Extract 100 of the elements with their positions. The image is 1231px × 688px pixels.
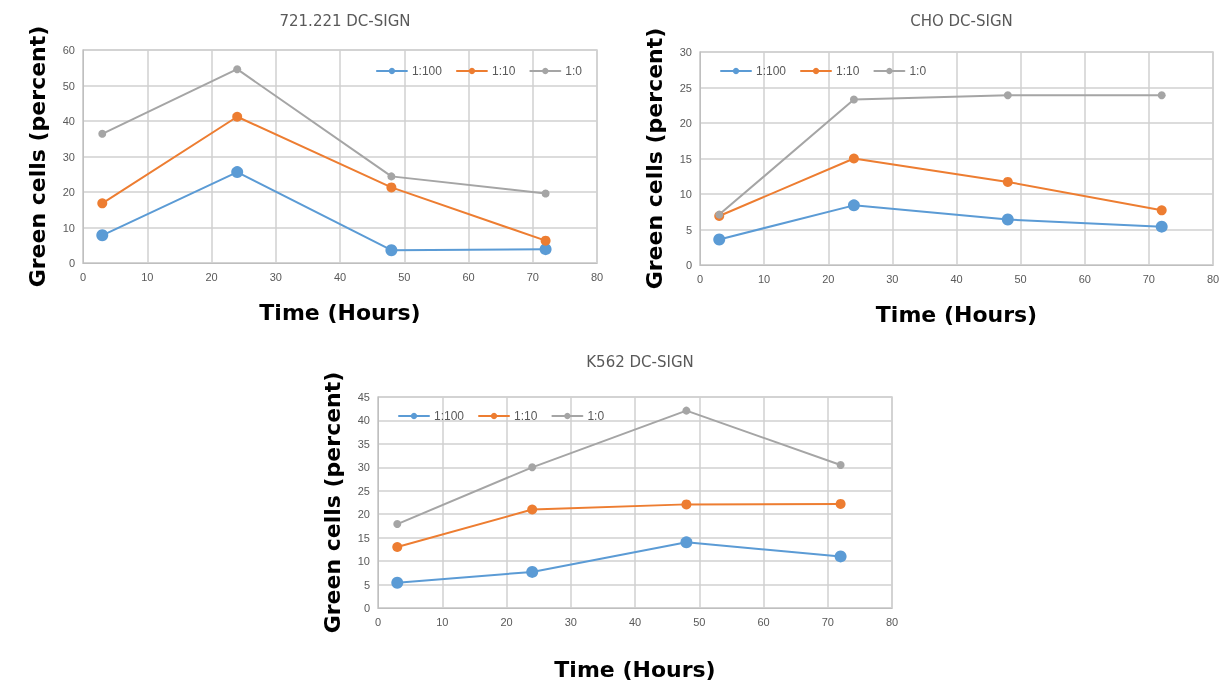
- chart-title: K562 DC-SIGN: [586, 352, 694, 371]
- y-tick-label: 25: [679, 81, 692, 94]
- x-tick-label: 80: [1206, 272, 1220, 285]
- y-tick-label: 10: [679, 188, 692, 200]
- legend-label: 1:100: [434, 409, 465, 423]
- x-tick-label: 10: [758, 272, 771, 285]
- point: [391, 576, 404, 589]
- y-axis-title: Green cells (percent): [319, 371, 345, 634]
- point: [387, 172, 396, 181]
- legend-label: 1:10: [836, 64, 860, 78]
- x-tick-label: 10: [436, 615, 449, 628]
- point: [849, 95, 858, 104]
- x-tick-label: 20: [500, 615, 513, 628]
- y-tick-label: 25: [357, 484, 370, 497]
- x-tick-label: 30: [564, 615, 577, 628]
- y-axis-title: Green cells (percent): [641, 27, 667, 290]
- point: [835, 498, 846, 509]
- x-tick-label: 0: [79, 270, 87, 283]
- y-axis-title: Green cells (percent): [24, 25, 50, 288]
- x-tick-label: 10: [141, 270, 154, 283]
- point: [834, 550, 847, 563]
- y-tick-label: 0: [68, 257, 75, 269]
- y-tick-label: 40: [357, 414, 370, 427]
- point: [527, 504, 538, 515]
- legend-label: 1:0: [909, 64, 927, 78]
- x-tick-label: 60: [462, 270, 475, 283]
- y-tick-label: 20: [679, 117, 692, 129]
- x-axis-title: Time (Hours): [259, 299, 421, 325]
- y-tick-label: 35: [357, 437, 370, 450]
- x-tick-label: 0: [696, 272, 704, 285]
- point: [836, 460, 845, 469]
- y-tick-label: 5: [685, 223, 692, 236]
- y-tick-label: 60: [62, 44, 75, 56]
- y-tick-label: 10: [357, 555, 370, 568]
- point: [847, 199, 860, 212]
- chart-title: CHO DC-SIGN: [910, 11, 1013, 30]
- legend-label: 1:100: [756, 64, 787, 78]
- x-tick-label: 50: [1014, 272, 1027, 285]
- x-tick-label: 70: [821, 615, 834, 628]
- point: [681, 499, 692, 510]
- point: [680, 536, 693, 549]
- x-tick-label: 60: [757, 615, 770, 628]
- point: [393, 520, 402, 529]
- x-axis-title: Time (Hours): [554, 656, 716, 682]
- legend-label: 1:0: [587, 409, 605, 423]
- point: [233, 65, 242, 74]
- y-tick-label: 0: [685, 259, 692, 271]
- point: [1003, 91, 1012, 100]
- x-tick-label: 40: [950, 272, 963, 285]
- point: [231, 166, 244, 179]
- y-tick-label: 50: [62, 79, 75, 92]
- y-tick-label: 15: [357, 531, 370, 544]
- y-tick-label: 20: [357, 508, 370, 521]
- x-axis-title: Time (Hours): [875, 301, 1038, 327]
- x-tick-label: 70: [1142, 272, 1155, 285]
- y-tick-label: 10: [62, 221, 75, 234]
- x-tick-label: 80: [885, 615, 899, 628]
- legend-label: 1:100: [411, 64, 443, 78]
- y-tick-label: 20: [62, 186, 75, 198]
- legend-label: 1:10: [491, 64, 516, 78]
- legend-label: 1:0: [565, 64, 583, 78]
- point: [541, 189, 550, 198]
- x-tick-label: 30: [886, 272, 899, 285]
- point: [682, 406, 691, 415]
- y-tick-label: 0: [363, 602, 370, 614]
- point: [98, 129, 107, 138]
- y-tick-label: 30: [357, 461, 370, 474]
- x-tick-label: 20: [205, 270, 218, 283]
- point: [848, 153, 859, 164]
- x-tick-label: 20: [822, 272, 835, 285]
- point: [232, 111, 243, 122]
- x-tick-label: 40: [628, 615, 642, 628]
- x-tick-label: 30: [269, 270, 282, 283]
- point: [96, 229, 109, 242]
- y-tick-label: 15: [679, 152, 692, 165]
- point: [385, 244, 398, 257]
- x-tick-label: 70: [526, 270, 539, 283]
- point: [1001, 213, 1014, 226]
- point: [392, 542, 403, 553]
- y-tick-label: 45: [357, 391, 370, 403]
- point: [1155, 220, 1168, 233]
- point: [386, 182, 397, 193]
- x-tick-label: 50: [398, 270, 411, 283]
- x-tick-label: 40: [333, 270, 347, 283]
- y-tick-label: 30: [62, 150, 75, 163]
- point: [1002, 176, 1013, 187]
- y-tick-label: 40: [62, 115, 75, 127]
- legend-label: 1:10: [514, 409, 538, 423]
- y-tick-label: 30: [679, 46, 692, 58]
- x-tick-label: 80: [590, 270, 604, 283]
- point: [1157, 91, 1166, 100]
- point: [713, 233, 726, 246]
- point: [526, 565, 539, 578]
- point: [528, 463, 537, 472]
- x-tick-label: 50: [693, 615, 706, 628]
- chart-title: 721.221 DC-SIGN: [279, 11, 411, 30]
- x-tick-label: 0: [374, 615, 382, 628]
- y-tick-label: 5: [363, 578, 370, 591]
- point: [97, 198, 108, 209]
- point: [1156, 205, 1167, 216]
